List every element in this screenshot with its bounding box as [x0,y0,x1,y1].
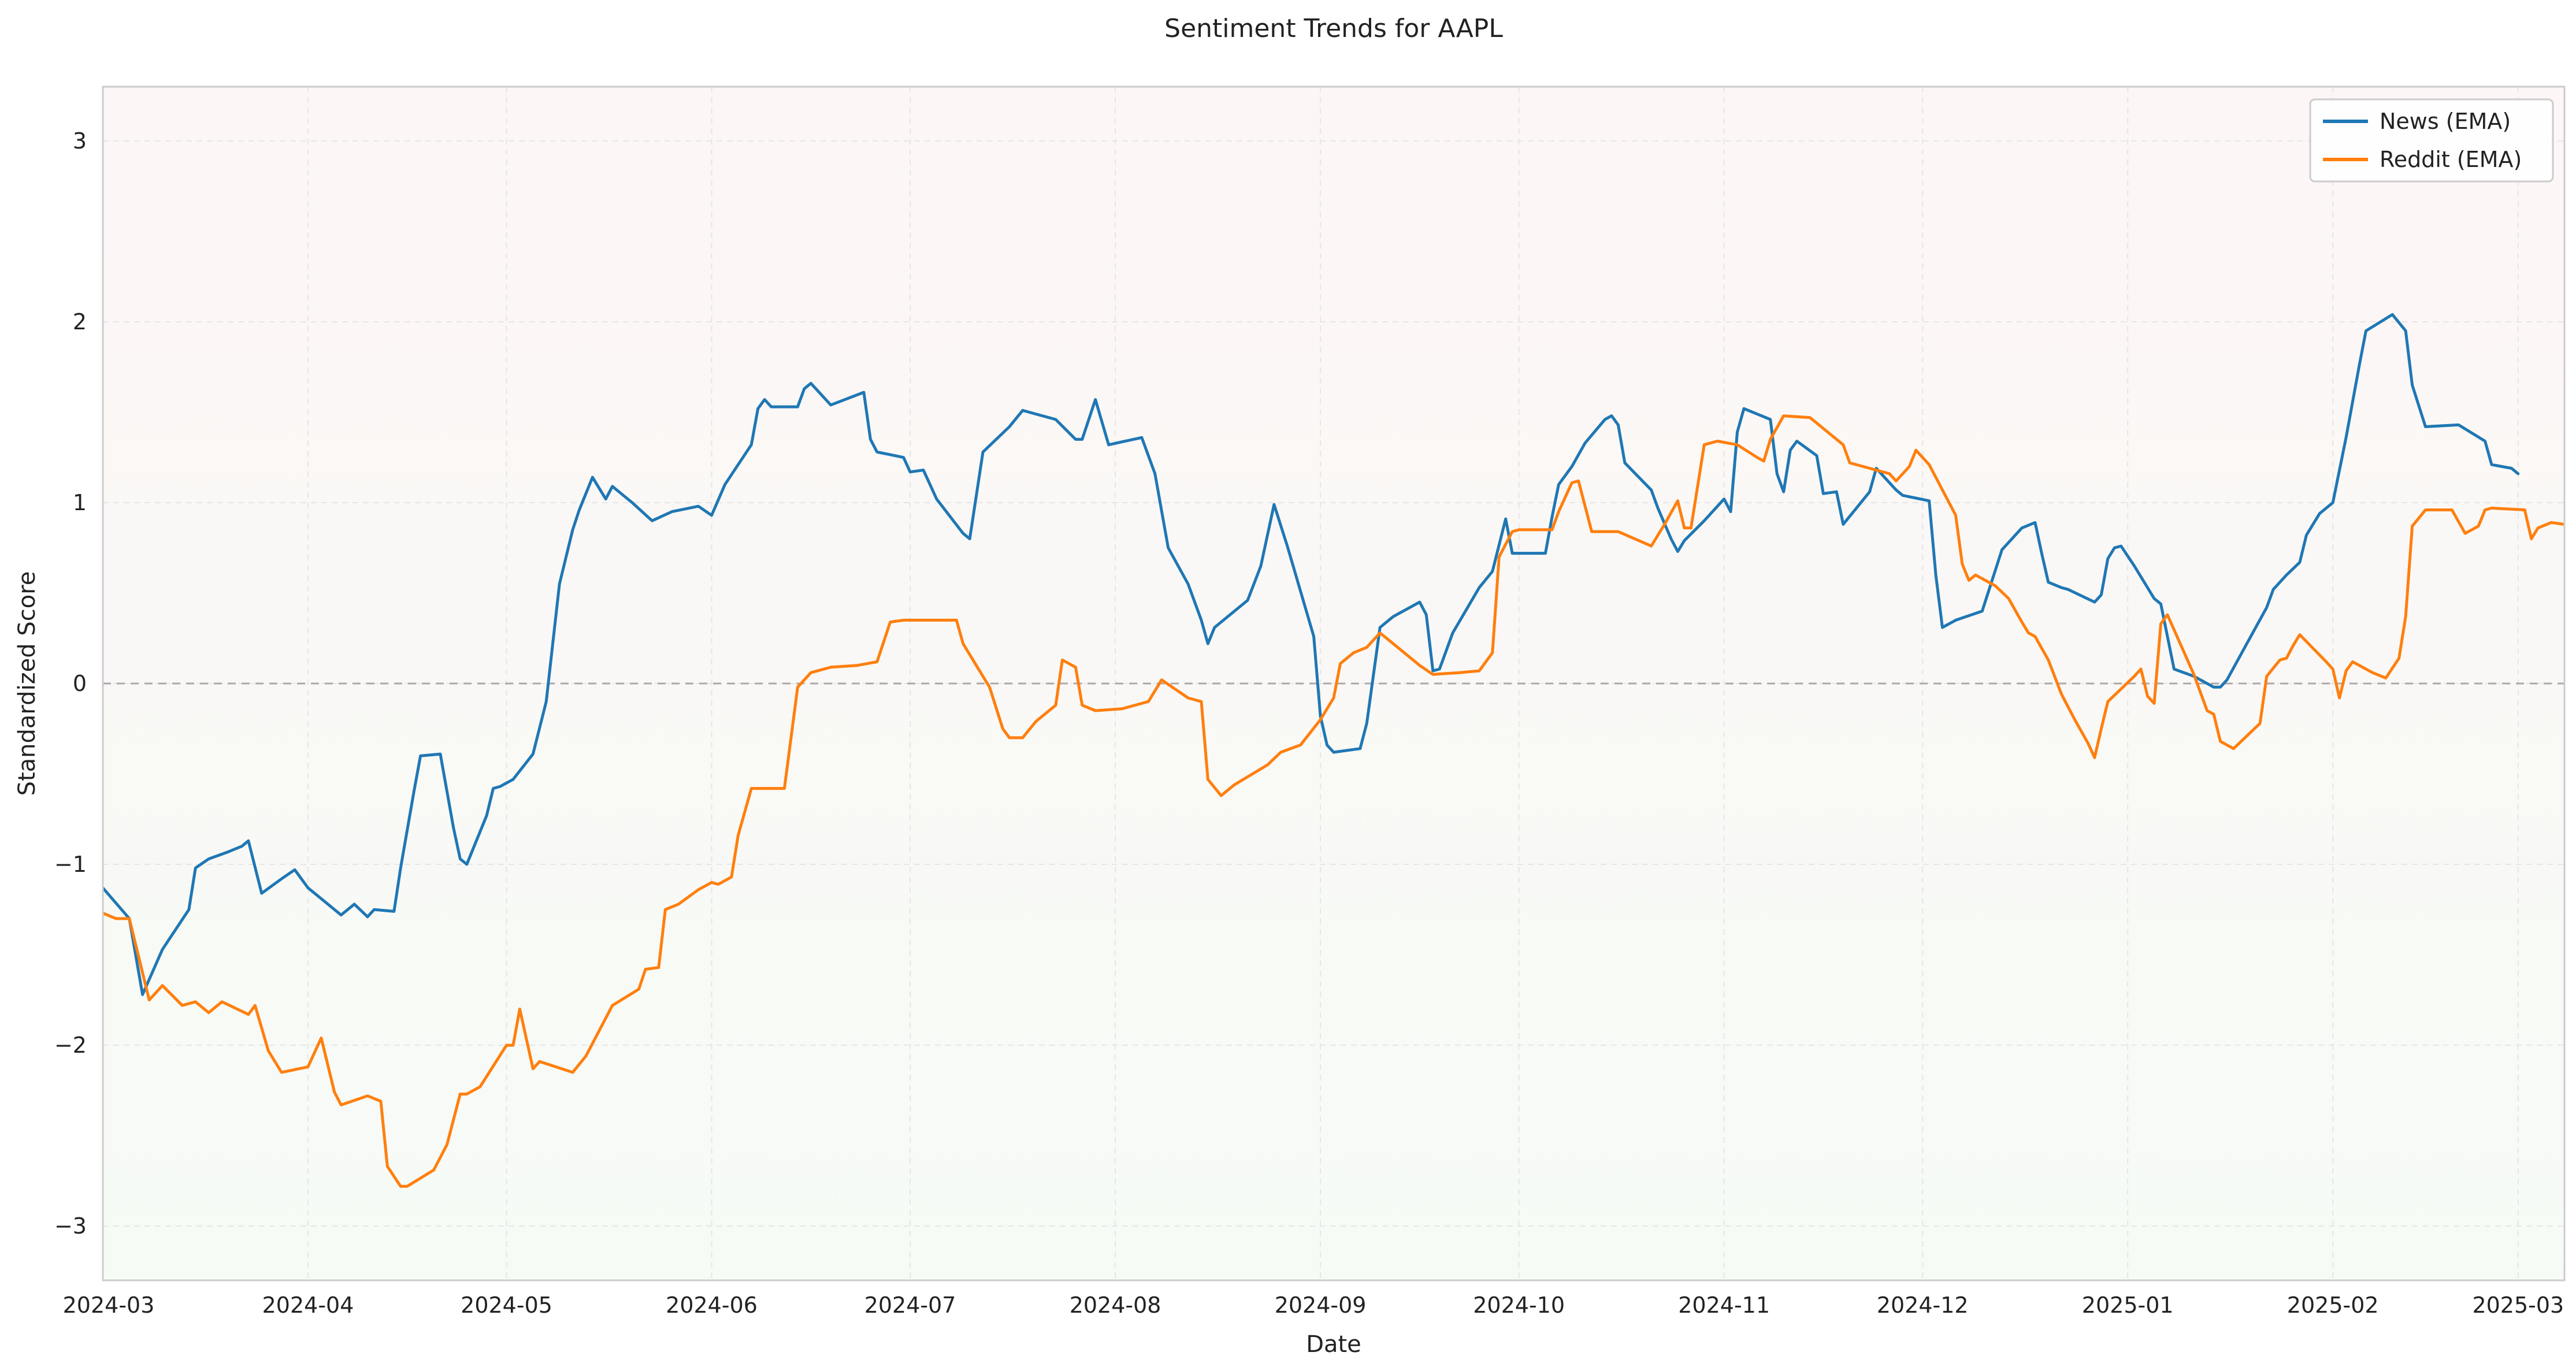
y-tick-label: −2 [54,1032,87,1058]
plot-frame [102,86,2566,1281]
legend: News (EMA) Reddit (EMA) [2309,98,2554,183]
x-tick-label: 2024-06 [666,1292,758,1318]
x-tick-label: 2025-01 [2082,1292,2174,1318]
x-axis-label: Date [1306,1331,1361,1358]
y-tick-label: 2 [73,309,87,335]
x-tick-label: 2024-07 [864,1292,956,1318]
y-tick-label: 1 [73,490,87,515]
series-layer [103,313,2564,1188]
x-tick-label: 2024-03 [63,1292,155,1318]
y-axis-label: Standardized Score [14,571,40,796]
y-tick-label: 0 [73,671,87,696]
series-line-0 [103,313,2520,996]
x-tick-label: 2024-08 [1070,1292,1161,1318]
x-tick-label: 2025-03 [2472,1292,2564,1318]
y-axis-ticks: −3 −2 −1 0 1 2 3 [54,128,87,1239]
x-tick-label: 2024-12 [1877,1292,1969,1318]
series-line-1 [103,414,2564,1188]
legend-label-news: News (EMA) [2380,109,2511,134]
x-tick-label: 2024-10 [1473,1292,1565,1318]
x-tick-label: 2024-05 [461,1292,552,1318]
x-axis-ticks: 2024-03 2024-04 2024-05 2024-06 2024-07 2024-… [63,1292,2564,1318]
chart-title: Sentiment Trends for AAPL [1164,14,1503,43]
y-tick-label: −3 [54,1213,87,1239]
legend-label-reddit: Reddit (EMA) [2380,147,2522,172]
x-tick-label: 2024-09 [1275,1292,1367,1318]
x-tick-label: 2024-11 [1678,1292,1770,1318]
legend-box [2309,98,2554,183]
x-tick-label: 2024-04 [262,1292,354,1318]
y-tick-label: 3 [73,128,87,154]
x-tick-label: 2025-02 [2287,1292,2379,1318]
y-tick-label: −1 [54,852,87,877]
